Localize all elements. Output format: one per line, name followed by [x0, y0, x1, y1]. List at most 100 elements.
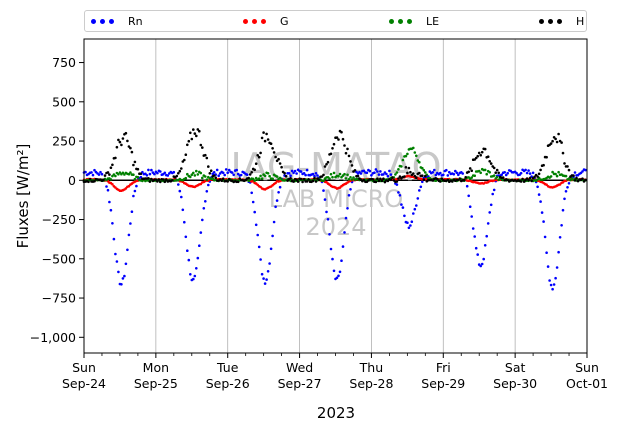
data-point-le — [477, 169, 481, 173]
data-point-h — [533, 175, 536, 179]
data-point-rn — [527, 169, 530, 172]
data-point-le — [492, 174, 496, 177]
data-point-h — [395, 180, 399, 183]
legend-item-rn: Rn — [91, 11, 143, 31]
legend-marker-h — [539, 18, 562, 24]
data-point-le — [397, 168, 400, 171]
data-point-le — [349, 176, 352, 179]
data-point-h — [190, 137, 194, 141]
data-point-rn — [500, 173, 504, 176]
data-point-h — [186, 143, 189, 147]
data-point-h — [209, 169, 213, 172]
data-point-rn — [181, 208, 185, 212]
data-point-le — [201, 176, 204, 180]
data-point-h — [403, 175, 406, 178]
data-point-h — [198, 129, 201, 133]
data-point-h — [148, 180, 152, 183]
data-point-le — [551, 170, 554, 174]
data-point-rn — [401, 206, 405, 209]
data-point-h — [519, 180, 523, 183]
data-point-h — [199, 143, 203, 147]
data-point-h — [301, 180, 304, 184]
data-point-rn — [379, 170, 382, 173]
data-point-h — [528, 176, 532, 180]
data-point-rn — [109, 208, 113, 212]
data-point-rn — [198, 244, 201, 247]
data-point-rn — [537, 193, 541, 196]
data-point-le — [195, 169, 198, 173]
data-point-rn — [100, 172, 104, 176]
legend-marker-le — [389, 18, 412, 24]
series-h — [82, 128, 587, 184]
data-point-rn — [454, 169, 457, 173]
data-point-h — [350, 164, 354, 167]
data-point-h — [346, 147, 349, 151]
data-point-rn — [189, 273, 192, 276]
data-point-rn — [376, 170, 379, 173]
data-point-rn — [91, 173, 95, 177]
data-point-rn — [232, 173, 235, 177]
data-point-h — [468, 167, 472, 170]
watermark-line-3: 2024 — [305, 213, 366, 241]
data-point-rn — [124, 262, 128, 266]
data-point-h — [567, 168, 571, 172]
data-point-rn — [338, 270, 342, 274]
data-point-h — [483, 147, 487, 151]
data-point-rn — [205, 190, 209, 193]
data-point-rn — [546, 265, 550, 268]
data-point-rn — [385, 172, 388, 176]
data-point-h — [109, 166, 113, 169]
data-point-le — [268, 174, 271, 178]
data-point-h — [409, 170, 412, 174]
x-tick-label-day: Mon — [143, 360, 169, 375]
data-point-rn — [108, 200, 111, 204]
data-point-rn — [193, 274, 197, 278]
data-point-le — [192, 171, 195, 175]
data-point-rn — [374, 168, 378, 171]
data-point-rn — [123, 274, 126, 278]
data-point-rn — [192, 277, 195, 281]
data-point-rn — [452, 172, 456, 176]
data-point-h — [397, 177, 400, 180]
data-point-rn — [362, 169, 366, 173]
data-point-rn — [540, 211, 544, 214]
data-point-rn — [455, 171, 459, 175]
y-tick-label: 250 — [52, 134, 76, 149]
data-point-rn — [332, 269, 336, 273]
data-point-h — [477, 151, 481, 155]
data-point-h — [374, 180, 378, 184]
data-point-rn — [126, 248, 129, 252]
data-point-h — [353, 169, 357, 172]
data-point-rn — [406, 221, 409, 224]
data-point-le — [564, 174, 568, 178]
x-tick-label-date: Sep-26 — [206, 376, 250, 391]
data-point-rn — [409, 224, 412, 227]
data-point-h — [391, 176, 394, 179]
data-point-rn — [275, 199, 279, 202]
data-point-le — [555, 174, 559, 178]
data-point-h — [253, 168, 256, 172]
data-point-rn — [483, 244, 487, 247]
data-point-rn — [257, 245, 261, 249]
data-point-h — [162, 178, 165, 181]
data-point-h — [302, 177, 306, 181]
data-point-rn — [316, 174, 319, 177]
data-point-rn — [400, 203, 403, 206]
data-point-rn — [201, 218, 204, 222]
data-point-le — [271, 177, 274, 180]
data-point-rn — [221, 171, 225, 175]
data-point-h — [480, 150, 484, 154]
data-point-rn — [224, 168, 228, 171]
data-point-rn — [166, 174, 170, 177]
data-point-rn — [287, 172, 291, 175]
data-point-le — [424, 171, 427, 174]
data-point-h — [362, 178, 366, 182]
data-point-rn — [476, 253, 480, 256]
data-point-h — [165, 178, 168, 181]
data-point-rn — [265, 278, 268, 281]
data-point-le — [343, 172, 346, 176]
data-point-h — [257, 155, 261, 159]
data-point-h — [271, 147, 274, 150]
data-point-h — [212, 174, 216, 177]
